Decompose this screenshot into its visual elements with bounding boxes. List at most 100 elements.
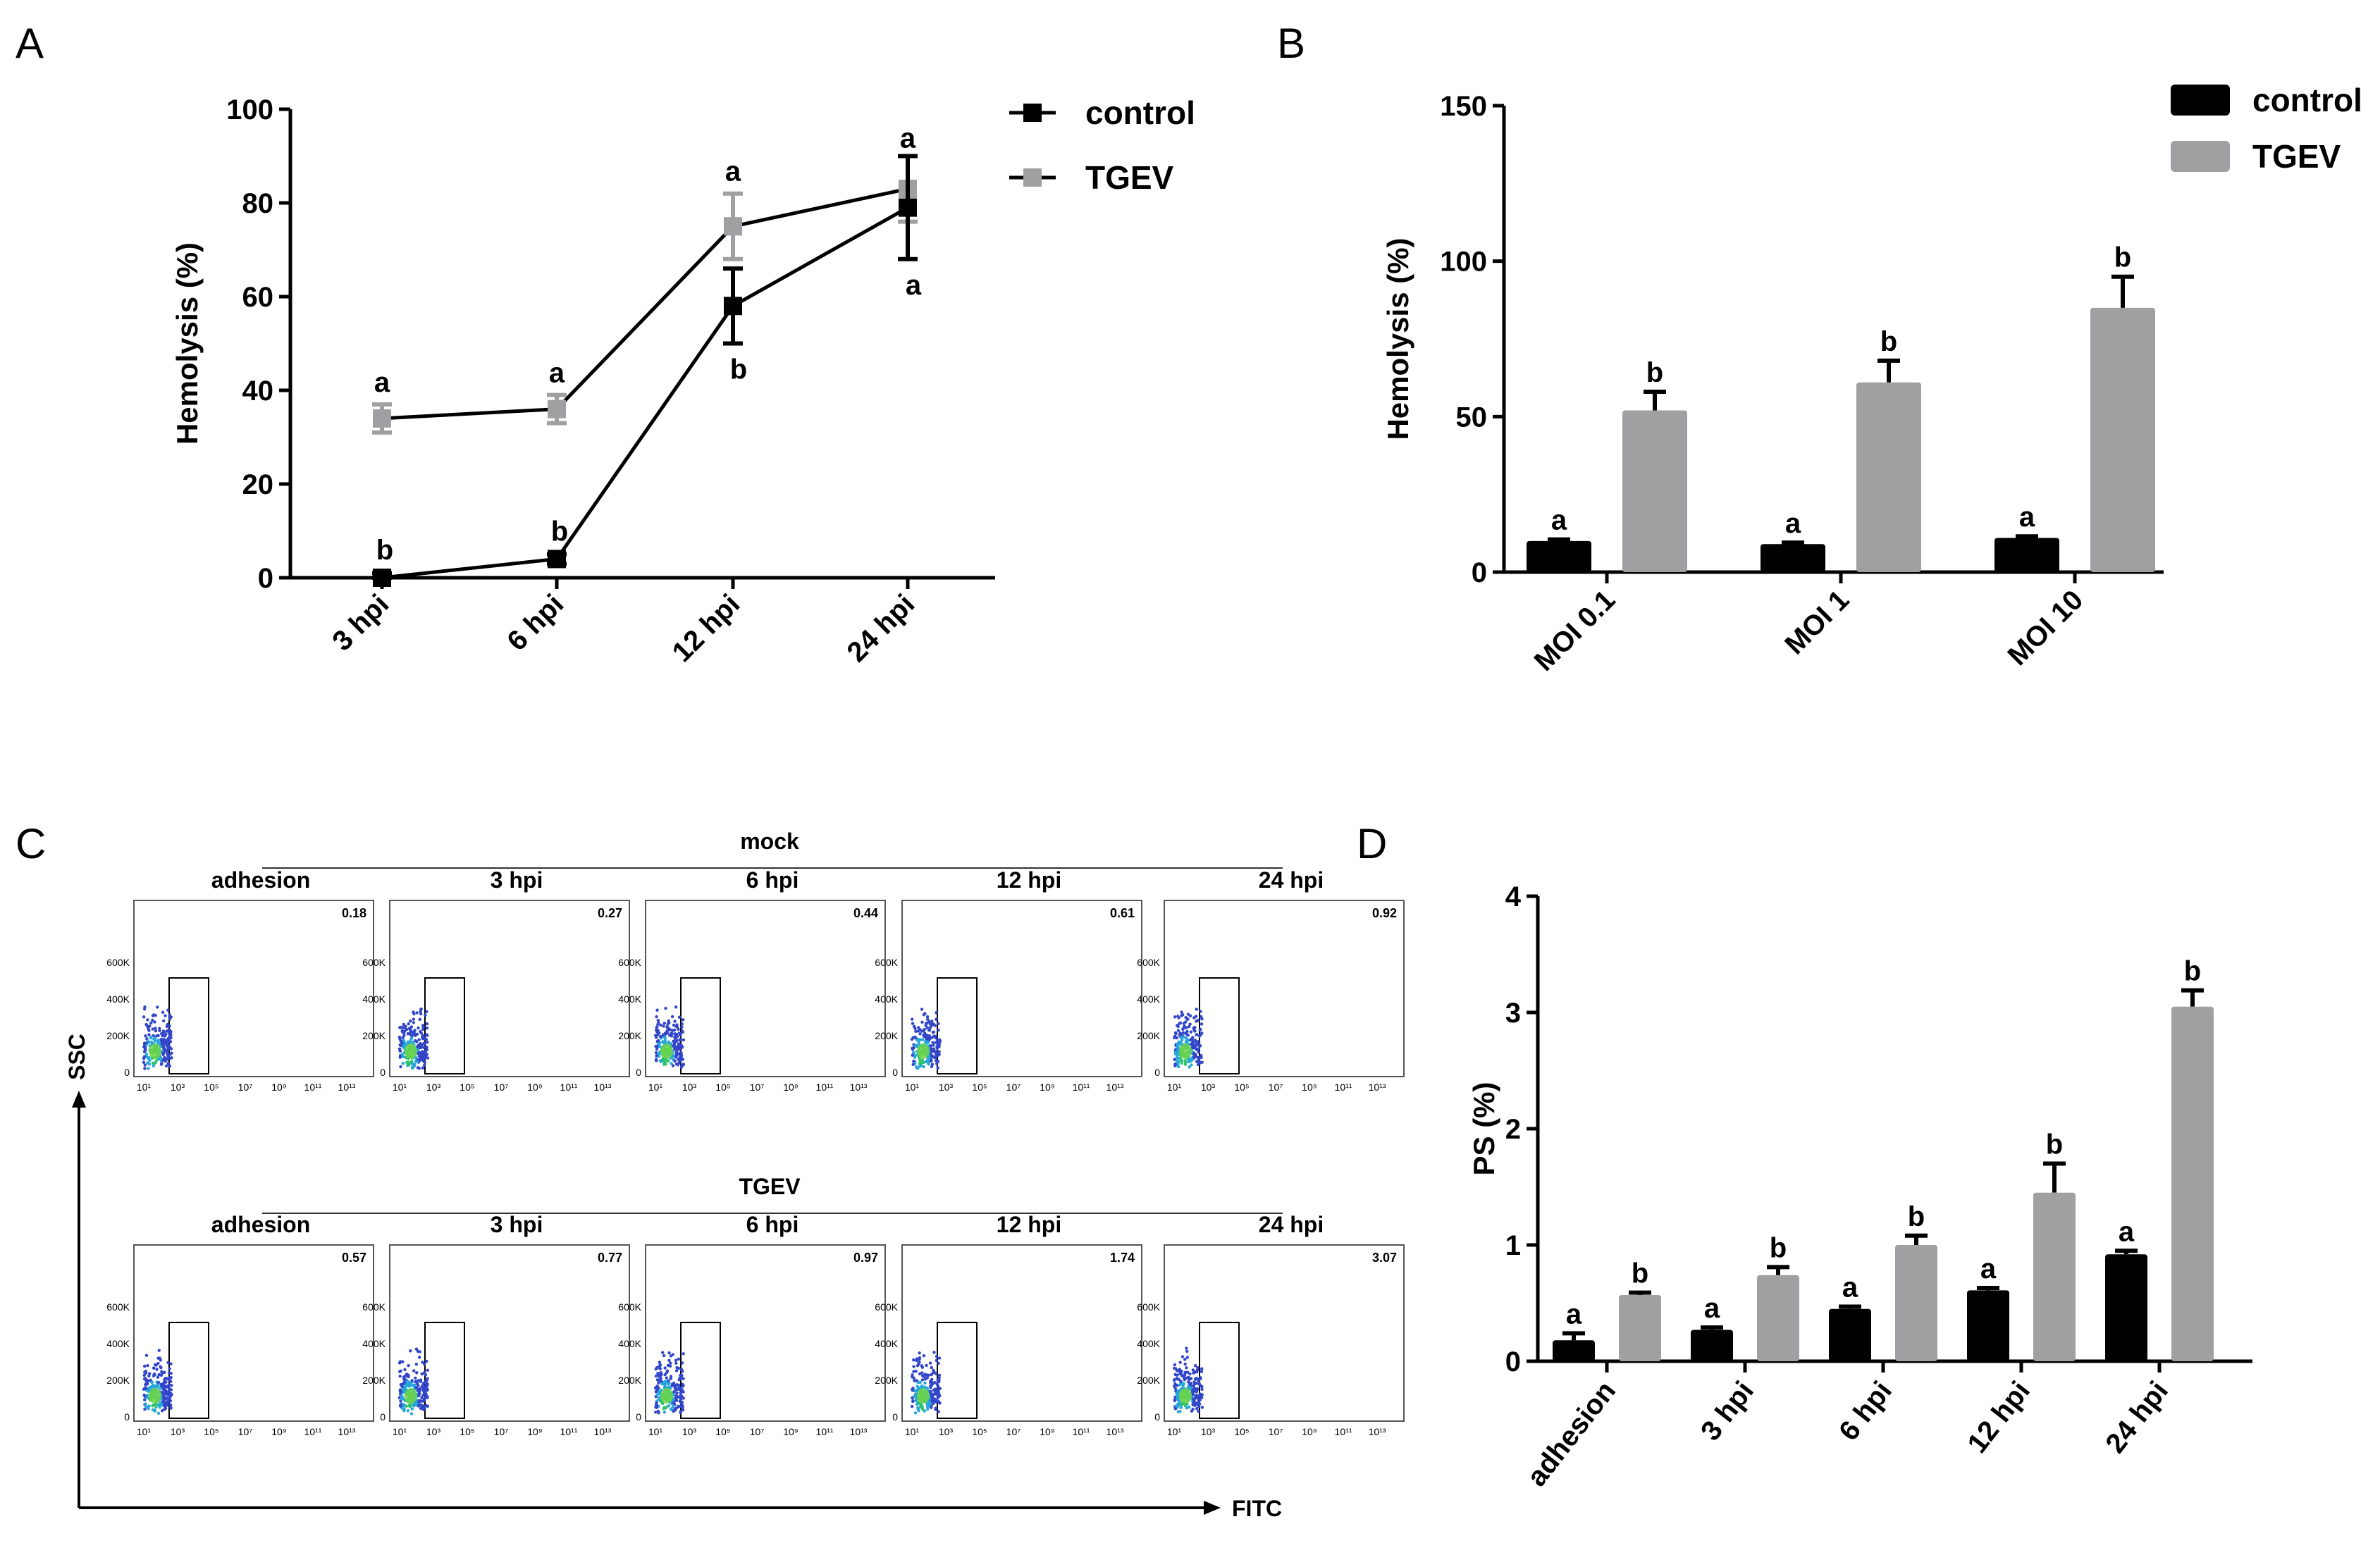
c-event-tgev-12-hpi-155 (928, 1361, 932, 1365)
c-event-tgev-24-hpi-197 (1192, 1388, 1196, 1392)
c-event-tgev-24-hpi-193 (1200, 1367, 1204, 1370)
d-y-tick-label-2: 2 (1505, 1114, 1521, 1145)
c-event-mock-3-hpi-181 (401, 1062, 405, 1065)
c-density-core-mock-24-hpi (1179, 1043, 1192, 1059)
c-event-tgev-24-hpi-205 (1176, 1397, 1179, 1401)
c-event-mock-12-hpi-142 (932, 1030, 936, 1034)
c-event-mock-adhesion-215 (166, 1048, 170, 1051)
c-event-mock-12-hpi-188 (915, 1066, 919, 1070)
c-event-mock-12-hpi-178 (928, 1026, 932, 1029)
c-event-mock-6-hpi-126 (672, 1023, 676, 1027)
c-event-tgev-12-hpi-148 (927, 1373, 931, 1377)
c-gate-value-tgev-12-hpi: 1.74 (1110, 1251, 1135, 1265)
c-event-mock-adhesion-195 (166, 1058, 170, 1061)
c-event-mock-6-hpi-207 (666, 1022, 670, 1026)
c-event-mock-3-hpi-32 (422, 1063, 426, 1067)
c-x-tick-tgev-6-hpi-3: 10⁷ (750, 1426, 765, 1437)
c-event-tgev-24-hpi-214 (1176, 1373, 1179, 1377)
c-event-mock-24-hpi-86 (1194, 1015, 1198, 1018)
c-x-tick-tgev-adhesion-1: 10³ (171, 1426, 185, 1437)
c-event-mock-3-hpi-88 (417, 1066, 421, 1070)
c-event-tgev-adhesion-206 (159, 1382, 164, 1386)
c-event-tgev-adhesion-190 (164, 1380, 168, 1384)
c-event-mock-3-hpi-189 (422, 1046, 426, 1050)
c-event-mock-6-hpi-190 (654, 1058, 658, 1061)
c-event-tgev-6-hpi-107 (654, 1406, 658, 1409)
a-x-tick-label-3-hpi: 3 hpi (326, 588, 395, 657)
c-event-mock-24-hpi-159 (1180, 1014, 1183, 1017)
c-y-tick-mock-24-hpi-600k: 600K (1137, 957, 1160, 968)
c-event-mock-3-hpi-80 (426, 1034, 429, 1037)
c-event-tgev-12-hpi-167 (935, 1354, 939, 1358)
d-bar-tgev-adhesion (1619, 1294, 1661, 1361)
c-event-mock-3-hpi-179 (402, 1039, 406, 1043)
b-y-tick-label-50: 50 (1456, 402, 1488, 433)
d-x-tick-label-adhesion: adhesion (1521, 1375, 1622, 1492)
c-fitc-arrow-head (1204, 1501, 1221, 1515)
c-x-tick-mock-6-hpi-3: 10⁷ (750, 1082, 765, 1093)
c-y-tick-tgev-adhesion-400k: 400K (106, 1338, 130, 1349)
c-y-tick-mock-12-hpi-600k: 600K (875, 957, 898, 968)
c-event-tgev-3-hpi-204 (414, 1376, 417, 1380)
c-event-tgev-adhesion-197 (164, 1386, 167, 1389)
c-plot-frame-tgev-3-hpi (389, 1244, 630, 1422)
c-event-mock-3-hpi-123 (415, 1040, 419, 1043)
c-event-mock-24-hpi-188 (1197, 1040, 1200, 1043)
c-event-tgev-24-hpi-47 (1188, 1372, 1192, 1376)
c-event-cloud-mock-6-hpi (653, 1005, 686, 1070)
c-event-tgev-6-hpi-163 (660, 1380, 663, 1383)
c-event-tgev-24-hpi-172 (1194, 1401, 1197, 1405)
c-event-tgev-12-hpi-168 (938, 1401, 942, 1405)
c-event-tgev-12-hpi-112 (917, 1361, 921, 1365)
c-density-core-mock-3-hpi (405, 1043, 417, 1059)
c-event-tgev-adhesion-209 (156, 1361, 160, 1365)
c-event-mock-24-hpi-54 (1197, 1051, 1200, 1054)
c-event-tgev-6-hpi-210 (671, 1384, 674, 1387)
c-event-mock-adhesion-83 (153, 1020, 156, 1024)
c-event-mock-24-hpi-218 (1181, 1027, 1185, 1030)
c-event-tgev-adhesion-214 (169, 1406, 173, 1409)
c-event-tgev-3-hpi-182 (405, 1404, 408, 1408)
c-event-mock-3-hpi-205 (411, 1030, 415, 1034)
a-letter-control-3-hpi: b (376, 535, 393, 566)
c-event-tgev-6-hpi-215 (656, 1378, 660, 1382)
c-event-mock-3-hpi-59 (426, 1040, 429, 1044)
c-event-mock-24-hpi-209 (1199, 1015, 1203, 1019)
c-event-tgev-6-hpi-64 (657, 1381, 660, 1384)
c-event-tgev-12-hpi-201 (920, 1385, 924, 1389)
c-event-mock-24-hpi-89 (1187, 1024, 1191, 1029)
b-bar-control-moi-10 (1994, 538, 2059, 572)
c-event-mock-adhesion-141 (144, 1022, 148, 1027)
c-event-mock-12-hpi-205 (920, 1008, 924, 1011)
c-event-tgev-6-hpi-105 (669, 1361, 672, 1365)
c-event-tgev-adhesion-189 (168, 1376, 171, 1380)
c-event-tgev-adhesion-218 (159, 1403, 164, 1406)
c-y-tick-tgev-24-hpi-400k: 400K (1137, 1338, 1160, 1349)
c-event-mock-6-hpi-211 (657, 1021, 660, 1024)
c-event-mock-24-hpi-206 (1190, 1041, 1194, 1046)
c-event-mock-adhesion-150 (143, 1067, 147, 1070)
c-event-mock-adhesion-177 (169, 1015, 173, 1019)
c-event-tgev-3-hpi-173 (402, 1377, 406, 1382)
c-event-mock-6-hpi-202 (666, 1026, 670, 1030)
c-event-tgev-adhesion-215 (164, 1402, 168, 1406)
c-event-mock-adhesion-178 (157, 1041, 161, 1045)
c-event-mock-24-hpi-212 (1180, 1059, 1183, 1063)
c-event-mock-adhesion-170 (152, 1037, 156, 1041)
c-event-mock-12-hpi-189 (937, 1043, 942, 1046)
c-event-tgev-12-hpi-34 (935, 1358, 939, 1363)
c-event-tgev-6-hpi-45 (665, 1376, 669, 1380)
c-event-tgev-3-hpi-153 (425, 1388, 429, 1392)
c-x-tick-tgev-adhesion-4: 10⁹ (271, 1426, 287, 1437)
c-event-mock-24-hpi-202 (1175, 1036, 1179, 1040)
c-event-mock-6-hpi-6 (673, 1020, 677, 1023)
c-event-tgev-3-hpi-169 (414, 1386, 418, 1389)
c-event-tgev-6-hpi-125 (655, 1393, 659, 1397)
c-event-mock-3-hpi-106 (412, 1021, 416, 1024)
c-event-mock-24-hpi-155 (1185, 1017, 1190, 1021)
c-event-tgev-6-hpi-192 (677, 1378, 681, 1382)
c-event-mock-3-hpi-183 (421, 1035, 425, 1039)
c-event-tgev-adhesion-10 (144, 1353, 149, 1357)
c-event-tgev-3-hpi-120 (426, 1382, 429, 1386)
a-letter-tgev-12-hpi: a (725, 156, 741, 187)
